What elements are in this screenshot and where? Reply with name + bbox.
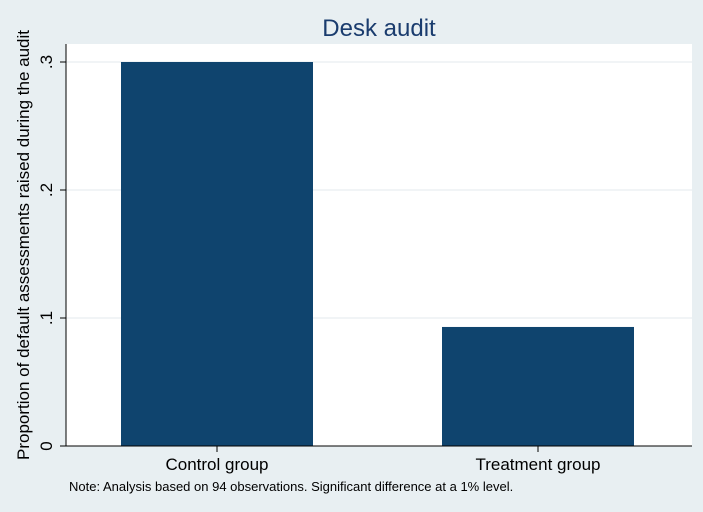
x-category-label: Control group	[165, 455, 268, 474]
y-tick-label: .1	[37, 311, 56, 325]
bars	[121, 62, 634, 446]
footnote: Note: Analysis based on 94 observations.…	[69, 479, 513, 494]
y-tick-label: .3	[37, 55, 56, 69]
bar-treatment-group	[442, 326, 634, 446]
x-categories: Control group Treatment group	[165, 446, 601, 474]
y-ticks: 0 .1 .2 .3	[37, 55, 66, 451]
y-axis-label: Proportion of default assessments raised…	[14, 30, 33, 460]
y-tick-label: 0	[37, 441, 56, 450]
y-tick-label: .2	[37, 183, 56, 197]
x-category-label: Treatment group	[475, 455, 600, 474]
bar-control-group	[121, 62, 313, 446]
chart-title: Desk audit	[322, 15, 436, 42]
